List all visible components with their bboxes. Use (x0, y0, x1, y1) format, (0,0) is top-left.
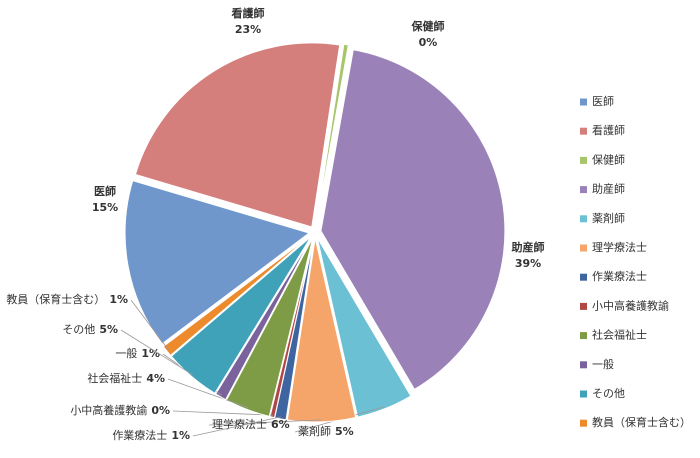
data-label-value: 0% (151, 404, 170, 417)
data-label-name: 小中高養護教諭 (70, 403, 147, 417)
legend-swatch (580, 215, 587, 223)
legend-label: 作業療法士 (592, 269, 647, 283)
pie-slice (170, 236, 312, 395)
legend-label: 看護師 (592, 123, 625, 137)
data-label-value: 5% (335, 425, 354, 438)
data-label-name: 作業療法士 (112, 428, 167, 442)
leader-line (120, 329, 194, 376)
data-label: 理学療法士 6% (212, 417, 290, 431)
legend-swatch (580, 186, 587, 194)
data-label-name: 教員（保育士含む） (6, 292, 105, 306)
legend-swatch (580, 273, 587, 281)
leader-line (208, 419, 322, 426)
legend-swatch (580, 361, 587, 369)
data-label: 作業療法士 1% (112, 428, 190, 442)
legend-swatch (580, 390, 587, 398)
data-label-name: 看護師 (232, 6, 265, 20)
data-label: 0% (419, 36, 438, 49)
pie-slice (286, 237, 357, 423)
legend-label: 医師 (592, 95, 614, 108)
data-label: 39% (515, 257, 541, 270)
data-label-value: 1% (109, 293, 128, 306)
pie-slice (162, 235, 311, 357)
pie-slice (134, 42, 341, 228)
legend-swatch (580, 332, 587, 340)
data-label-value: 5% (99, 323, 118, 336)
pie-slice (316, 237, 412, 418)
data-label: 社会福祉士 4% (87, 371, 165, 385)
legend-label: 社会福祉士 (592, 328, 647, 342)
data-label: 薬剤師 5% (298, 424, 354, 438)
data-label: 23% (235, 23, 261, 36)
legend-swatch (580, 419, 587, 427)
data-label-name: 一般 (115, 347, 137, 360)
legend-label: 一般 (592, 358, 614, 371)
data-label: その他 5% (62, 323, 118, 336)
legend-label: 助産師 (592, 182, 625, 196)
legend-label: 保健師 (592, 152, 625, 166)
legend-swatch (580, 302, 587, 310)
data-label: 小中高養護教諭 0% (70, 403, 170, 417)
pie-slice (320, 49, 506, 391)
legend-label: その他 (592, 387, 625, 400)
leader-line (172, 410, 273, 416)
legend-swatch (580, 127, 587, 135)
data-label: 教員（保育士含む） 1% (6, 292, 128, 306)
legend-swatch (580, 98, 587, 106)
data-label: 15% (92, 201, 118, 214)
data-label-value: 4% (146, 372, 165, 385)
data-label-name: 医師 (94, 184, 116, 198)
legend-swatch (580, 244, 587, 252)
legend-label: 薬剤師 (592, 211, 625, 225)
data-label-value: 6% (271, 418, 290, 431)
pie-slice (269, 237, 315, 419)
leader-line (130, 299, 169, 351)
legend-label: 教員（保育士含む） (592, 415, 691, 429)
legend-label: 小中高養護教諭 (592, 298, 669, 312)
pie-slice (124, 179, 311, 345)
data-label-name: 理学療法士 (212, 417, 267, 431)
data-label-name: 保健師 (411, 19, 445, 33)
leader-line (167, 378, 249, 409)
data-label-name: 社会福祉士 (87, 371, 142, 385)
data-label-value: 1% (141, 347, 160, 360)
data-label: 一般 1% (115, 347, 160, 360)
pie-slice (214, 236, 313, 401)
data-label-name: 助産師 (512, 240, 545, 254)
pie-slice (315, 43, 349, 227)
legend-swatch (580, 156, 587, 164)
legend-label: 理学療法士 (592, 240, 647, 254)
data-label-name: その他 (62, 323, 95, 336)
leader-line (192, 416, 281, 437)
data-label-value: 1% (171, 429, 190, 442)
data-label-name: 薬剤師 (298, 424, 331, 438)
